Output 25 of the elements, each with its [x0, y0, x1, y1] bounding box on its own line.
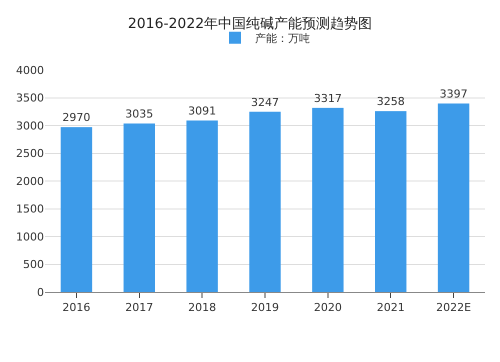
y-tick-label: 3500	[16, 92, 44, 105]
x-tick-label: 2021	[376, 301, 405, 314]
legend-label: 产能：万吨	[255, 32, 310, 46]
x-tick-label: 2022E	[436, 301, 472, 314]
data-label: 3397	[440, 87, 468, 100]
y-tick-label: 2500	[16, 147, 44, 160]
y-tick-label: 500	[23, 258, 44, 272]
x-tick-label: 2020	[314, 301, 342, 314]
data-label: 3317	[314, 92, 342, 105]
y-tick-label: 0	[37, 286, 44, 299]
data-label: 2970	[62, 111, 90, 124]
data-label: 3091	[188, 104, 216, 118]
data-label: 3247	[251, 96, 279, 109]
y-tick-label: 4000	[16, 64, 44, 77]
y-tick-label: 1500	[16, 202, 44, 216]
x-tick-label: 2016	[62, 301, 90, 314]
x-tick-label: 2018	[188, 301, 216, 314]
data-label: 3258	[376, 95, 405, 108]
data-label: 3035	[125, 108, 154, 121]
x-tick-label: 2017	[125, 301, 154, 314]
y-tick-label: 3000	[16, 119, 44, 132]
y-tick-label: 1000	[16, 230, 44, 244]
y-tick-label: 2000	[16, 174, 44, 188]
chart-title: 2016-2022年中国纯碱产能预测趋势图	[128, 16, 372, 32]
x-tick-label: 2019	[251, 301, 279, 314]
